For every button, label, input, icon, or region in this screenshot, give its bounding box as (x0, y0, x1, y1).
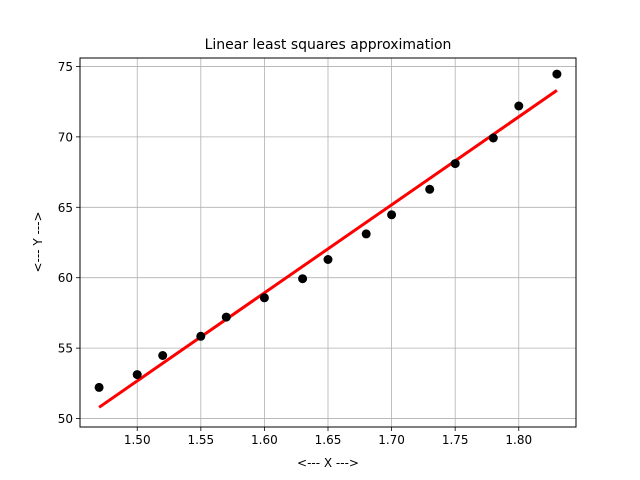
x-axis-label: <--- X ---> (297, 456, 359, 470)
y-tick-label: 50 (58, 412, 73, 426)
data-point (387, 210, 397, 220)
x-tick-label: 1.80 (505, 433, 532, 447)
grid (80, 58, 576, 427)
data-point (158, 351, 168, 360)
axis-ticks: 1.50 1.55 1.60 1.65 1.70 1.75 1.80 50 55 60 65 70 75 (58, 60, 532, 447)
y-tick-label: 60 (58, 271, 73, 285)
x-tick-label: 1.70 (378, 433, 405, 447)
data-point (132, 370, 142, 380)
data-point (514, 101, 524, 111)
data-point (196, 331, 206, 341)
data-point (361, 229, 371, 239)
x-tick-label: 1.75 (442, 433, 469, 447)
x-tick-label: 1.50 (124, 433, 151, 447)
data-point (323, 255, 333, 264)
data-point (552, 69, 562, 79)
data-points-layer (94, 69, 562, 392)
y-tick-label: 75 (58, 60, 73, 74)
data-point (94, 382, 104, 392)
data-point (488, 133, 498, 143)
y-tick-label: 65 (58, 201, 73, 215)
data-point (259, 293, 269, 303)
x-tick-label: 1.65 (315, 433, 342, 447)
y-axis-label: <--- Y ---> (31, 211, 45, 272)
x-tick-label: 1.60 (251, 433, 278, 447)
y-tick-label: 70 (58, 130, 73, 144)
data-point (425, 184, 435, 194)
data-point (450, 159, 460, 169)
fit-line (98, 89, 558, 409)
data-point (221, 312, 231, 322)
chart-title: Linear least squares approximation (205, 37, 452, 53)
fit-line-layer (98, 89, 558, 409)
y-tick-label: 55 (58, 342, 73, 356)
x-tick-label: 1.55 (187, 433, 214, 447)
data-point (298, 274, 308, 284)
